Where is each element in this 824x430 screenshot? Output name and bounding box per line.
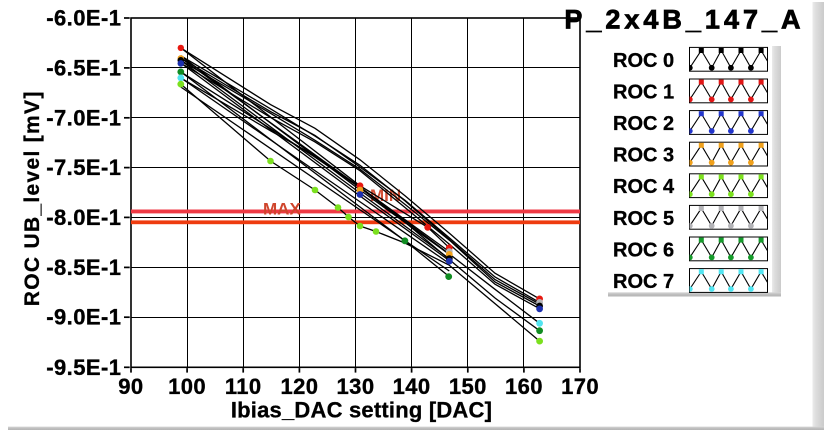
svg-text:-8.0E-1: -8.0E-1: [46, 205, 121, 230]
svg-text:140: 140: [393, 374, 431, 399]
svg-text:-8.5E-1: -8.5E-1: [46, 255, 121, 280]
svg-text:-7.0E-1: -7.0E-1: [46, 105, 121, 130]
svg-text:ROC 5: ROC 5: [613, 208, 674, 230]
svg-text:-6.0E-1: -6.0E-1: [46, 6, 121, 31]
svg-text:MAX: MAX: [263, 200, 301, 219]
svg-text:ROC 2: ROC 2: [613, 113, 674, 135]
svg-text:ROC 6: ROC 6: [613, 239, 674, 261]
svg-text:P_2x4B_147_A: P_2x4B_147_A: [564, 4, 804, 34]
svg-text:-9.5E-1: -9.5E-1: [46, 355, 121, 380]
svg-text:110: 110: [225, 374, 262, 399]
svg-text:ROC 1: ROC 1: [613, 81, 674, 103]
svg-text:100: 100: [168, 374, 206, 399]
svg-text:90: 90: [118, 374, 143, 399]
svg-text:ROC UB_level [mV]: ROC UB_level [mV]: [21, 90, 44, 306]
svg-text:ROC 7: ROC 7: [613, 271, 674, 293]
svg-text:120: 120: [280, 374, 318, 399]
svg-text:170: 170: [561, 374, 599, 399]
svg-text:-9.0E-1: -9.0E-1: [46, 305, 121, 330]
svg-text:ROC 0: ROC 0: [613, 50, 674, 72]
svg-text:150: 150: [449, 374, 487, 399]
svg-text:ROC 3: ROC 3: [613, 145, 674, 167]
svg-text:160: 160: [505, 374, 543, 399]
svg-text:130: 130: [337, 374, 375, 399]
svg-text:ROC 4: ROC 4: [613, 176, 675, 198]
svg-text:-7.5E-1: -7.5E-1: [46, 155, 121, 180]
svg-text:-6.5E-1: -6.5E-1: [46, 55, 121, 80]
svg-text:Ibias_DAC setting [DAC]: Ibias_DAC setting [DAC]: [231, 398, 492, 423]
